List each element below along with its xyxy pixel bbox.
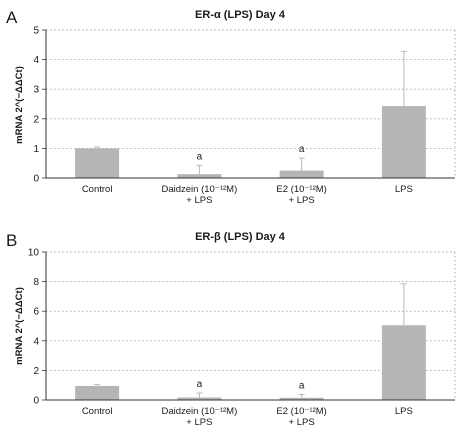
bar <box>177 397 222 400</box>
x-tick-label-line2: + LPS <box>289 417 315 427</box>
y-tick-label: 3 <box>33 85 39 96</box>
significance-label: a <box>197 151 203 162</box>
y-tick-label: 4 <box>33 336 39 347</box>
y-tick-label: 8 <box>33 277 39 288</box>
y-axis-label: mRNA 2^(−ΔΔCt) <box>14 66 25 144</box>
bar <box>381 106 426 178</box>
y-tick-label: 5 <box>33 26 39 37</box>
x-tick-label: Control <box>82 406 113 417</box>
x-tick-label: Daidzein (10⁻¹²M) <box>161 406 237 417</box>
x-tick-label: E2 (10⁻¹²M) <box>276 406 326 417</box>
x-tick-label: LPS <box>395 406 413 417</box>
bar <box>381 325 426 400</box>
bar <box>75 148 120 178</box>
y-tick-label: 6 <box>33 307 39 318</box>
x-tick-label: E2 (10⁻¹²M) <box>276 184 326 195</box>
panel-label: A <box>6 8 18 27</box>
chart-panel-b: B ER-β (LPS) Day 4 0 2 4 6 8 10 mRNA 2^(−ΔΔCt) Co… <box>6 231 456 427</box>
chart-title: ER-α (LPS) Day 4 <box>195 9 286 21</box>
bar <box>279 397 324 400</box>
y-tick-label: 10 <box>28 248 40 259</box>
y-tick-label: 1 <box>33 144 39 155</box>
x-tick-label-line2: + LPS <box>186 195 212 206</box>
panel-label: B <box>6 231 17 250</box>
x-tick-label: Control <box>82 184 113 195</box>
chart-panel-a: A ER-α (LPS) Day 4 0 1 2 3 4 5 mRNA 2^(−ΔΔCt) Con… <box>6 8 456 206</box>
x-tick-label-line2: + LPS <box>289 195 315 206</box>
significance-label: a <box>299 381 305 392</box>
bar <box>279 170 324 178</box>
significance-label: a <box>197 379 203 390</box>
significance-label: a <box>299 144 305 155</box>
x-tick-label: Daidzein (10⁻¹²M) <box>161 184 237 195</box>
chart-title: ER-β (LPS) Day 4 <box>195 231 286 243</box>
bar <box>75 385 120 400</box>
x-tick-label: LPS <box>395 184 413 195</box>
y-tick-label: 0 <box>33 396 39 407</box>
y-tick-label: 2 <box>33 366 39 377</box>
y-tick-label: 2 <box>33 114 39 125</box>
y-tick-label: 4 <box>33 55 39 66</box>
y-tick-label: 0 <box>33 174 39 185</box>
y-axis-label: mRNA 2^(−ΔΔCt) <box>14 287 25 365</box>
x-tick-label-line2: + LPS <box>186 417 212 427</box>
bar <box>177 174 222 178</box>
